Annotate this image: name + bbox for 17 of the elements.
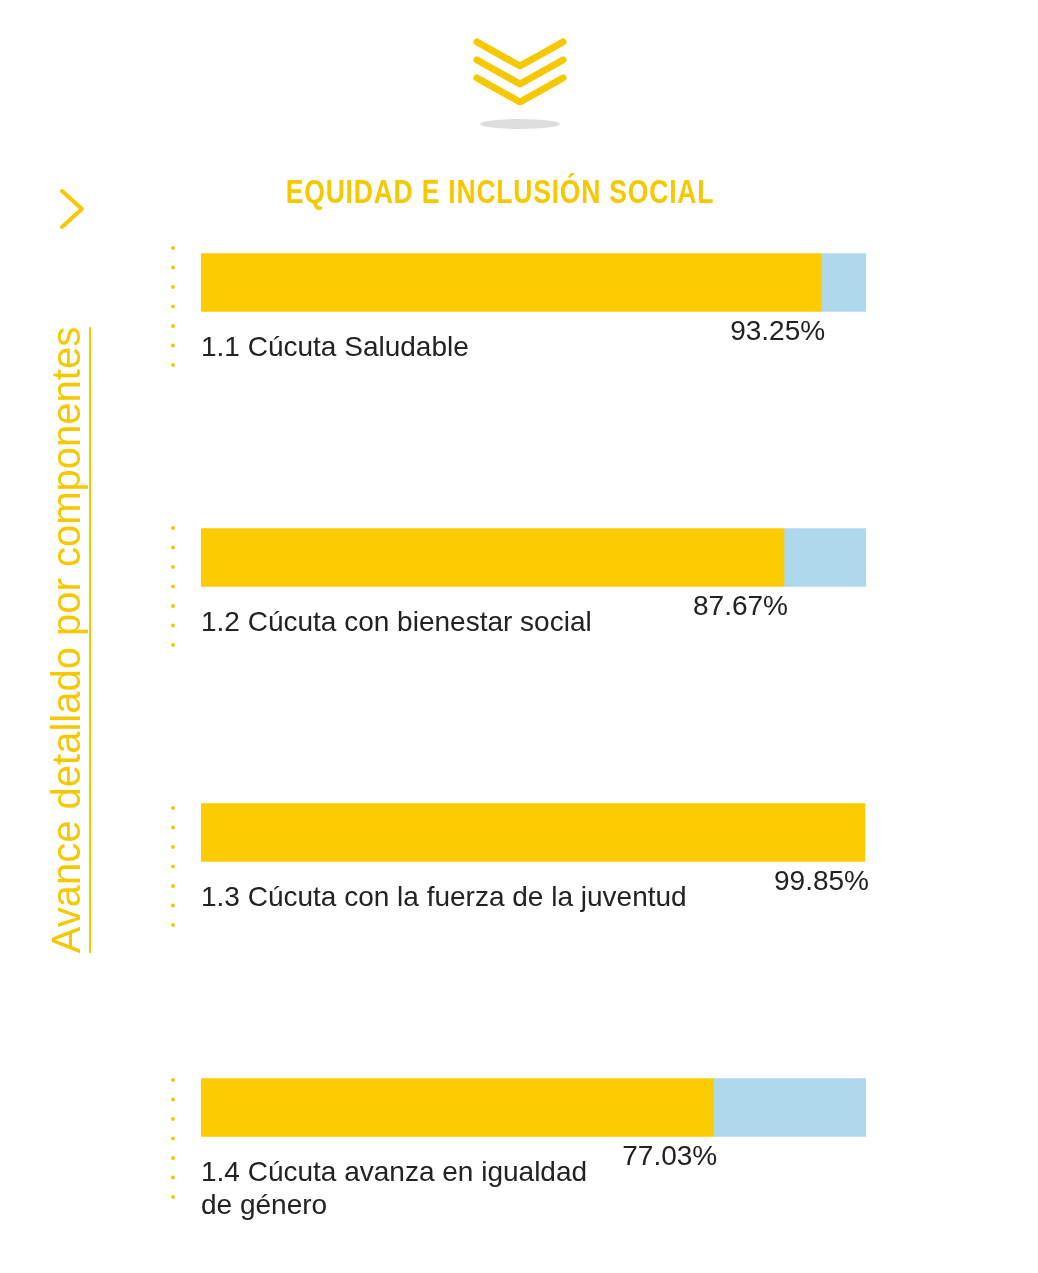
bar bbox=[820, 253, 866, 312]
y-tick-label: 1.2 Cúcuta con bienestar social bbox=[201, 605, 592, 637]
y-tick-label: 1.1 Cúcuta Saludable bbox=[201, 330, 469, 362]
y-axis-title: Avance detallado por componentes bbox=[44, 326, 91, 954]
y-tick-label: 1.4 Cúcuta avanza en igualdad de género bbox=[201, 1155, 588, 1220]
data-label: 99.85% bbox=[774, 864, 869, 896]
data-label: 87.67% bbox=[693, 589, 789, 621]
data-label: 93.25% bbox=[730, 314, 826, 346]
data-label: 77.03% bbox=[622, 1139, 718, 1171]
bar bbox=[783, 528, 866, 587]
bar bbox=[201, 1078, 714, 1137]
bar bbox=[201, 803, 866, 862]
chart-title: EQUIDAD E INCLUSIÓN SOCIAL bbox=[284, 172, 716, 211]
bar bbox=[712, 1078, 866, 1137]
bar bbox=[201, 253, 822, 312]
y-tick-label: 1.3 Cúcuta con la fuerza de la juventud bbox=[201, 880, 687, 912]
bar bbox=[201, 528, 785, 587]
